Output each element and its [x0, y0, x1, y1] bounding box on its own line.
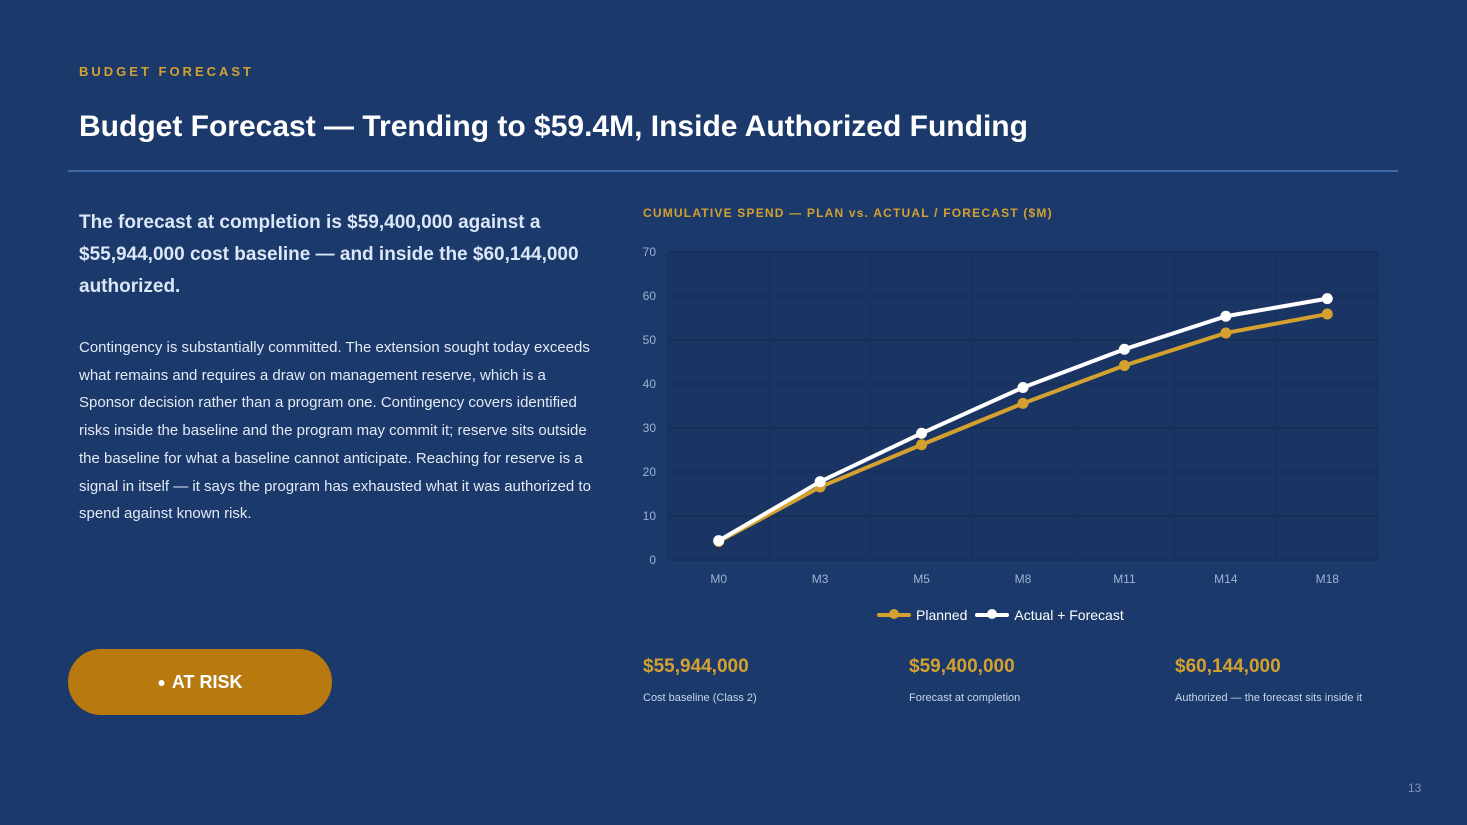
stat-label: Forecast at completion	[909, 692, 1021, 704]
data-point-actual-forecast	[1118, 343, 1130, 355]
y-tick-label: 20	[643, 465, 657, 479]
data-point-actual-forecast	[1321, 293, 1333, 305]
legend-item-planned: Planned	[877, 607, 967, 623]
cumulative-spend-chart: 0 10 20 30 40 50 60 70 M0 M3 M5 M8 M11 M14 M18	[643, 245, 1379, 586]
page-number: 13	[1408, 781, 1422, 795]
y-tick-label: 50	[643, 333, 657, 347]
stat-authorized: $60,144,000 Authorized — the forecast si…	[1175, 656, 1362, 704]
x-tick-label: M11	[1113, 572, 1136, 586]
title-divider	[68, 170, 1398, 172]
data-point-actual-forecast	[713, 535, 725, 547]
x-tick-label: M5	[913, 572, 930, 586]
y-tick-label: 60	[643, 289, 657, 303]
data-point-actual-forecast	[1220, 310, 1232, 322]
x-tick-label: M0	[710, 572, 727, 586]
stat-value: $55,944,000	[643, 656, 749, 677]
data-point-planned	[1321, 308, 1333, 320]
stat-cost-baseline: $55,944,000 Cost baseline (Class 2)	[643, 656, 757, 704]
x-tick-label: M3	[812, 572, 829, 586]
legend-label-actual-forecast: Actual + Forecast	[1014, 607, 1124, 623]
legend-label-planned: Planned	[916, 607, 968, 623]
stat-value: $60,144,000	[1175, 656, 1281, 677]
x-tick-label: M8	[1015, 572, 1032, 586]
legend-swatch-planned	[877, 609, 911, 619]
data-point-actual-forecast	[814, 476, 826, 488]
x-tick-label: M18	[1316, 572, 1340, 586]
chart-legend: Planned Actual + Forecast	[877, 607, 1132, 623]
status-dot-icon: ●	[157, 674, 166, 690]
stat-label: Cost baseline (Class 2)	[643, 692, 757, 704]
status-badge: ● AT RISK	[68, 649, 332, 715]
legend-item-actual-forecast: Actual + Forecast	[975, 607, 1124, 623]
eyebrow-label: BUDGET FORECAST	[79, 64, 254, 79]
y-tick-label: 10	[643, 509, 657, 523]
data-point-planned	[1118, 360, 1130, 372]
legend-swatch-actual-forecast	[975, 609, 1010, 619]
data-point-planned	[1017, 397, 1029, 409]
page-title: Budget Forecast — Trending to $59.4M, In…	[79, 110, 1028, 143]
y-tick-label: 70	[643, 245, 657, 259]
body-paragraph: Contingency is substantially committed. …	[79, 339, 591, 523]
stat-value: $59,400,000	[909, 656, 1015, 677]
x-tick-label: M14	[1214, 572, 1238, 586]
chart-title: CUMULATIVE SPEND — PLAN vs. ACTUAL / FOR…	[643, 206, 1053, 220]
lead-paragraph: The forecast at completion is $59,400,00…	[79, 212, 579, 297]
status-label: AT RISK	[171, 671, 243, 692]
y-tick-label: 40	[643, 377, 657, 391]
data-point-planned	[1220, 327, 1232, 339]
y-tick-label: 0	[649, 553, 656, 567]
stat-forecast-at-completion: $59,400,000 Forecast at completion	[909, 656, 1020, 704]
y-tick-label: 30	[643, 421, 657, 435]
data-point-actual-forecast	[1017, 382, 1029, 394]
stat-label: Authorized — the forecast sits inside it	[1175, 692, 1363, 704]
data-point-planned	[916, 439, 928, 451]
data-point-actual-forecast	[916, 427, 928, 439]
